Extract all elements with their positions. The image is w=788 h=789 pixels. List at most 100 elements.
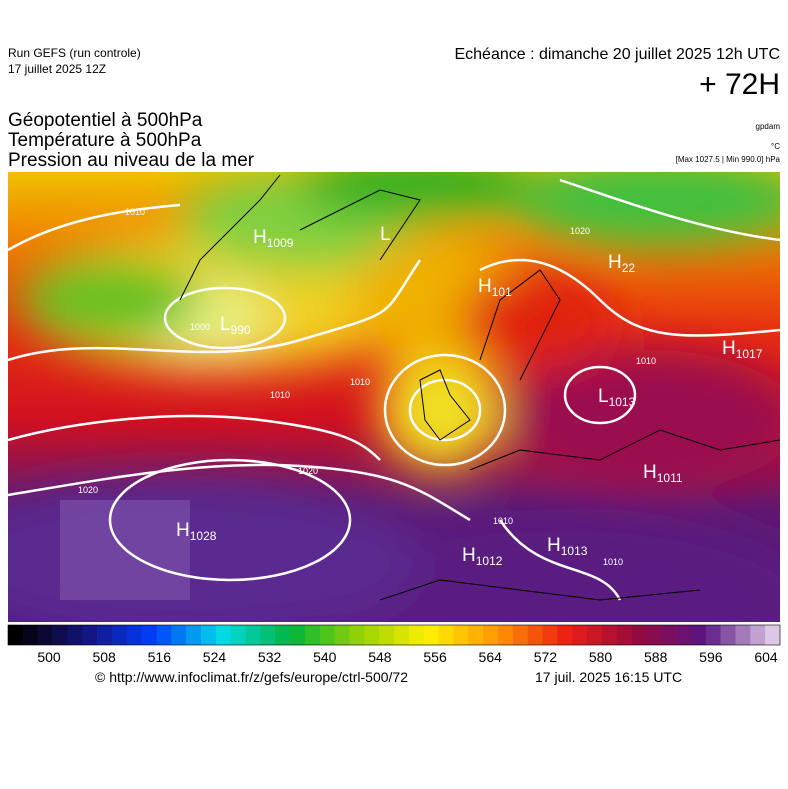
center-value: 22: [622, 261, 636, 275]
colorbar-swatch: [438, 625, 454, 645]
pressure-center: H101: [478, 276, 512, 299]
colorbar-swatch: [379, 625, 395, 645]
colorbar-swatch: [542, 625, 558, 645]
isobar-label: 1010: [125, 207, 145, 217]
isobar-label: 1010: [493, 516, 513, 526]
colorbar-swatch: [290, 625, 306, 645]
center-kind: H: [722, 338, 736, 359]
center-kind: H: [643, 462, 657, 483]
center-kind: H: [176, 520, 190, 541]
pressure-center: H1011: [643, 462, 683, 485]
colorbar-swatch: [676, 625, 692, 645]
isobar-label: 1010: [603, 557, 623, 567]
colorbar-swatch: [67, 625, 83, 645]
isobar-label: 1000: [190, 322, 210, 332]
center-kind: H: [462, 545, 476, 566]
colorbar-swatch: [156, 625, 172, 645]
colorbar-tick-label: 596: [699, 649, 723, 665]
center-value: 1012: [476, 554, 503, 568]
colorbar-swatch: [52, 625, 68, 645]
run: Run GEFS (run controle): [8, 46, 141, 60]
colorbar-swatch: [349, 625, 365, 645]
colorbar-swatch: [82, 625, 98, 645]
pressure-center: H1009: [253, 227, 294, 250]
colorbar-swatch: [601, 625, 617, 645]
colorbar-tick-label: 508: [92, 649, 116, 665]
colorbar-swatch: [705, 625, 721, 645]
colorbar-swatch: [527, 625, 543, 645]
colorbar-swatch: [453, 625, 469, 645]
center-value: 990: [231, 323, 251, 337]
colorbar-tick-label: 548: [368, 649, 392, 665]
center-value: 101: [492, 285, 512, 299]
center-value: 1013: [609, 395, 636, 409]
isobar-label: 1010: [350, 377, 370, 387]
colorbar-swatch: [8, 625, 24, 645]
echeance: Echéance : dimanche 20 juillet 2025 12h …: [454, 46, 780, 63]
colorbar-swatch: [646, 625, 662, 645]
colorbar-swatch: [616, 625, 632, 645]
colorbar-swatch: [319, 625, 335, 645]
field: Température à 500hPa: [8, 130, 202, 151]
colorbar-swatch: [37, 625, 53, 645]
colorbar-swatch: [260, 625, 276, 645]
colorbar-tick-label: 500: [37, 649, 61, 665]
unit: °C: [771, 142, 780, 151]
colorbar-tick-label: 532: [258, 649, 282, 665]
colorbar-swatch: [126, 625, 142, 645]
colorbar-swatch: [690, 625, 707, 645]
colorbar-tick-label: 564: [479, 649, 503, 665]
isobar-label: 1020: [298, 466, 318, 476]
colorbar-swatch: [735, 625, 751, 645]
colorbar-swatch: [334, 625, 350, 645]
colorbar-swatch: [245, 625, 261, 645]
colorbar-tick-label: 524: [203, 649, 227, 665]
colorbar-swatch: [111, 625, 128, 645]
colorbar-swatch: [720, 625, 736, 645]
colorbar-swatch: [201, 625, 217, 645]
center-kind: H: [253, 227, 267, 248]
colorbar-swatch: [572, 625, 588, 645]
colorbar-tick-label: 556: [423, 649, 447, 665]
colorbar-swatch: [275, 625, 291, 645]
center-kind: H: [547, 535, 561, 556]
pressure-center: L990: [220, 314, 251, 337]
colorbar-swatch: [765, 625, 781, 645]
isobar-label: 1010: [270, 390, 290, 400]
pressure-center: H1013: [547, 535, 588, 558]
center-kind: H: [478, 276, 492, 297]
colorbar-tick-label: 588: [644, 649, 668, 665]
colorbar-frame: [7, 624, 781, 646]
center-kind: H: [608, 252, 622, 273]
colorbar-swatch: [171, 625, 187, 645]
colorbar-swatch: [304, 625, 321, 645]
colorbar-tick-label: 516: [148, 649, 172, 665]
center-value: 1013: [561, 544, 588, 558]
field: Pression au niveau de la mer: [8, 150, 255, 171]
colorbar-swatch: [631, 625, 647, 645]
colorbar-swatch: [394, 625, 410, 645]
pressure-center: H1017: [722, 338, 763, 361]
pressure-center: L1013: [598, 386, 636, 409]
pressure-center: H22: [608, 252, 635, 275]
unit: [Max 1027.5 | Min 990.0] hPa: [675, 155, 780, 164]
unit: gpdam: [755, 122, 780, 131]
colorbar-swatch: [557, 625, 573, 645]
colorbar-tick-label: 572: [534, 649, 558, 665]
center-value: 1009: [267, 236, 294, 250]
field: Géopotentiel à 500hPa: [8, 110, 203, 131]
pressure-center: H1028: [176, 520, 217, 543]
colorbar-swatch: [215, 625, 231, 645]
footer-issued: 17 juil. 2025 16:15 UTC: [535, 669, 683, 685]
center-value: 1017: [736, 347, 763, 361]
colorbar-swatch: [468, 625, 484, 645]
colorbar-swatch: [750, 625, 766, 645]
center-value: 1011: [657, 471, 683, 485]
isobar-label: 1020: [78, 485, 98, 495]
colorbar-swatch: [97, 625, 113, 645]
colorbar-swatch: [661, 625, 677, 645]
colorbar-swatch: [22, 625, 38, 645]
colorbar-swatch: [230, 625, 246, 645]
